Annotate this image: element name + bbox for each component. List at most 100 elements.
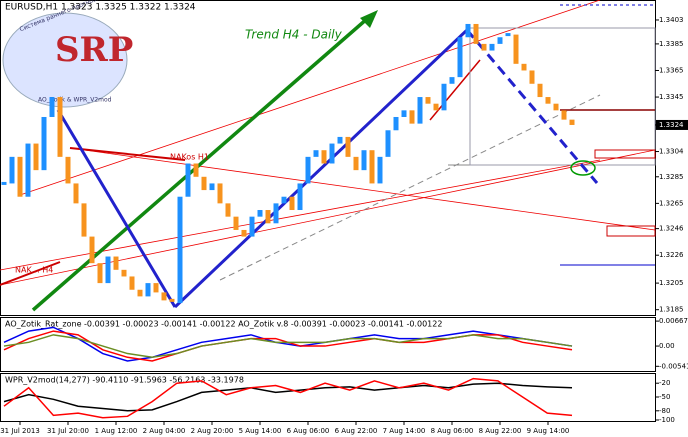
bar xyxy=(441,83,447,111)
bar xyxy=(113,256,119,270)
x-tick-label: 2 Aug 04:00 xyxy=(143,427,186,435)
annotation: NAKos H1 xyxy=(170,153,209,162)
bar xyxy=(65,156,71,184)
bar xyxy=(81,203,87,237)
bar xyxy=(353,156,359,171)
bar xyxy=(121,269,127,277)
bar xyxy=(193,163,199,177)
y-tick-label: 1.3246 xyxy=(659,225,684,233)
annotation: Trend H4 - Daily xyxy=(245,28,343,42)
bar xyxy=(457,37,463,78)
series-line xyxy=(3,326,573,362)
bar xyxy=(289,196,295,211)
bar xyxy=(521,63,527,71)
bar xyxy=(217,183,223,204)
x-tick-label: 8 Aug 22:00 xyxy=(479,427,522,435)
series-line xyxy=(3,382,573,412)
y-tick-label: 1.3345 xyxy=(659,93,684,101)
y-tick-label: -100 xyxy=(659,416,675,424)
y-tick-label: 1.3385 xyxy=(659,40,684,48)
bar xyxy=(49,97,55,117)
bar xyxy=(337,136,343,144)
bar xyxy=(449,77,455,84)
bar xyxy=(9,156,15,184)
series-line xyxy=(3,377,573,419)
bar xyxy=(297,183,303,211)
annotation: NAK… H4 xyxy=(15,266,53,275)
bar xyxy=(385,130,391,157)
bar xyxy=(281,196,287,204)
y-tick-label: -0.00541 xyxy=(659,362,688,370)
y-tick-label: 1.3265 xyxy=(659,199,684,207)
y-tick-label: 1.3324 xyxy=(659,121,684,129)
ao-frame xyxy=(0,317,656,372)
bar xyxy=(129,276,135,290)
drawings xyxy=(0,0,656,312)
bar xyxy=(97,263,103,284)
bar xyxy=(257,210,263,217)
y-tick-label: -20 xyxy=(659,379,670,387)
x-tick-label: 5 Aug 14:00 xyxy=(239,427,282,435)
bar xyxy=(305,156,311,184)
x-tick-label: 6 Aug 06:00 xyxy=(287,427,330,435)
bar xyxy=(529,70,535,84)
y-tick-label: -80 xyxy=(659,407,670,415)
bar xyxy=(233,216,239,230)
y-tick-label: 1.3403 xyxy=(659,16,684,24)
y-tick-label: 1.3365 xyxy=(659,66,684,74)
bar xyxy=(33,143,39,171)
series-line xyxy=(3,334,573,359)
x-tick-label: 6 Aug 22:00 xyxy=(335,427,378,435)
bar xyxy=(553,103,559,111)
bar xyxy=(369,150,375,184)
bar xyxy=(481,43,487,51)
bar xyxy=(425,97,431,104)
y-tick-label: 1.3226 xyxy=(659,251,684,259)
bar xyxy=(361,150,367,171)
bar xyxy=(433,103,439,111)
bar xyxy=(201,176,207,191)
y-tick-label: 1.3205 xyxy=(659,279,684,287)
bar xyxy=(177,196,183,304)
y-tick-label: 1.3304 xyxy=(659,148,684,156)
bar xyxy=(185,163,191,197)
bar xyxy=(41,116,47,171)
y-tick-label: 0.00667 xyxy=(659,317,688,325)
bar xyxy=(105,256,111,284)
bar xyxy=(313,150,319,157)
bar xyxy=(225,203,231,217)
bar xyxy=(17,156,23,197)
chart-title: EURUSD,H1 1.3323 1.3325 1.3322 1.3324 xyxy=(5,3,196,13)
x-tick-label: 7 Aug 14:00 xyxy=(383,427,426,435)
bar xyxy=(161,292,167,301)
bar xyxy=(145,283,151,297)
bar xyxy=(169,298,175,302)
y-tick-label: 1.3185 xyxy=(659,306,684,314)
bar xyxy=(137,289,143,297)
bar xyxy=(401,110,407,117)
bar xyxy=(513,34,519,64)
bar xyxy=(497,37,503,44)
bar xyxy=(489,43,495,51)
bar xyxy=(1,181,7,185)
y-tick-label: 1.3285 xyxy=(659,173,684,181)
bar xyxy=(345,136,351,157)
bar xyxy=(409,110,415,124)
bar xyxy=(505,33,511,37)
bar xyxy=(569,119,575,125)
bar xyxy=(265,210,271,224)
bar xyxy=(25,143,31,197)
bar xyxy=(561,110,567,120)
logo-text: AO_Zotik & WPR_V2mod xyxy=(38,97,112,104)
x-tick-label: 1 Aug 12:00 xyxy=(95,427,138,435)
bar xyxy=(465,23,471,38)
bar xyxy=(321,150,327,164)
logo: SRP xyxy=(55,30,133,70)
x-tick-label: 31 Jul 2013 xyxy=(0,427,40,435)
bar xyxy=(73,183,79,204)
x-tick-label: 9 Aug 14:00 xyxy=(527,427,570,435)
panel-title: AO_Zotik_Rat_zone -0.00391 -0.00023 -0.0… xyxy=(5,320,442,329)
bar xyxy=(377,156,383,184)
bar xyxy=(417,97,423,124)
